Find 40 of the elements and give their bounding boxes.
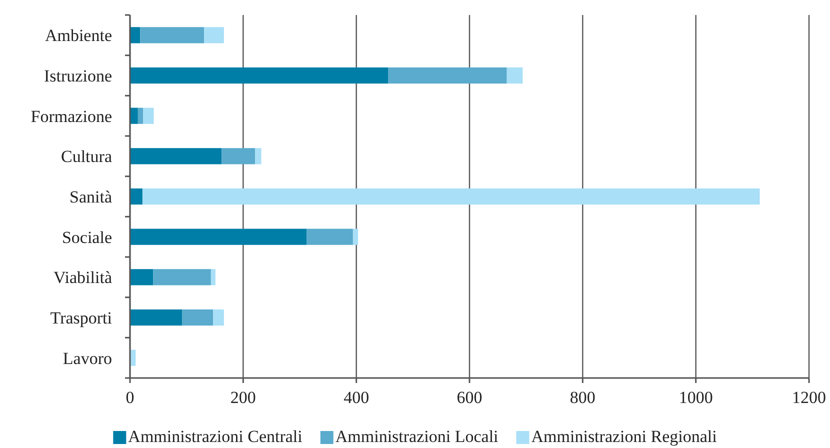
bar [138,108,144,124]
x-tick-label: 800 [570,388,596,407]
bar [130,148,222,164]
y-tick-label: Ambiente [44,26,112,46]
y-tick-label: Istruzione [44,66,112,86]
bar [130,269,154,286]
bar [153,269,211,286]
bar [130,188,142,205]
y-tick-label: Sanità [70,187,112,206]
bar [352,228,358,245]
bar [182,309,214,326]
bar [130,67,388,84]
bar [210,269,216,286]
x-tick-label: 200 [230,388,256,407]
y-tick-label: Sociale [62,228,112,247]
bar [204,27,224,44]
y-tick-label: Lavoro [62,348,112,368]
x-tick-label: 400 [344,388,370,407]
x-tick-label: 0 [126,388,134,407]
bar [506,67,523,84]
bar [142,188,760,205]
bar [213,309,224,326]
legend-label: Amministrazioni Locali [335,427,499,446]
bar [388,67,507,84]
bar [222,148,256,164]
x-tick-label: 600 [456,388,482,407]
bar [143,108,154,124]
legend-label: Amministrazioni Regionali [531,427,718,446]
legend-label: Amministrazioni Centrali [128,427,303,446]
bar [130,309,182,326]
x-tick-label: 1200 [792,388,826,407]
bar [130,228,307,245]
bar [255,148,262,164]
bar [140,27,204,44]
y-tick-label: Viabilità [54,268,112,288]
y-tick-label: Trasporti [50,308,112,328]
y-tick-label: Formazione [30,106,112,126]
x-tick-label: 1000 [678,388,713,407]
bar [306,228,353,245]
y-tick-label: Cultura [61,147,112,166]
